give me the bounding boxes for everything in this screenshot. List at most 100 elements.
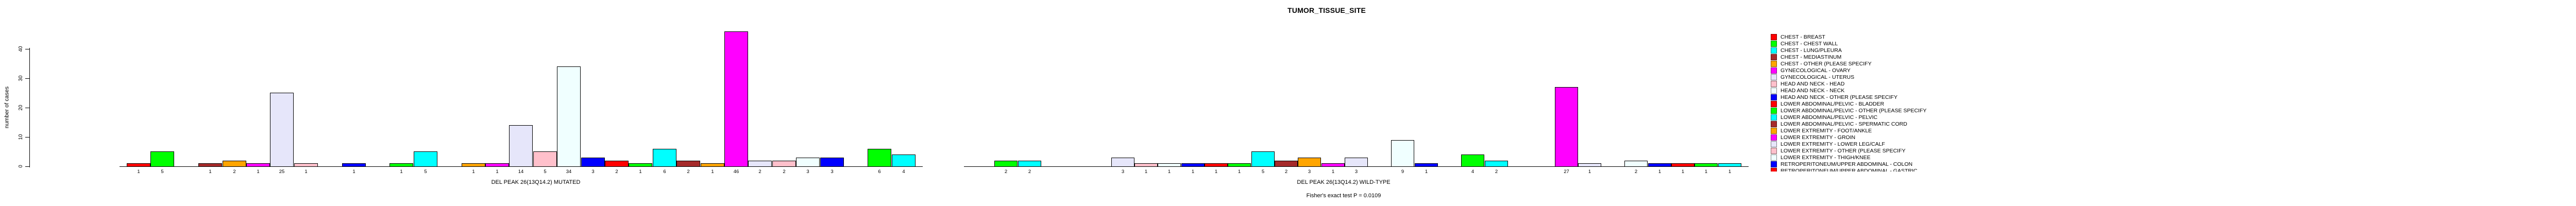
legend-swatch: [1771, 61, 1777, 67]
bar-value-label: 5: [424, 169, 427, 175]
bar: [509, 125, 533, 167]
bar: [772, 161, 796, 167]
legend-label: HEAD AND NECK - NECK: [1781, 88, 1845, 94]
legend-row: CHEST - OTHER (PLEASE SPECIFY: [1771, 61, 1992, 67]
legend-swatch: [1771, 88, 1777, 94]
bar-value-label: 1: [1588, 169, 1591, 175]
legend-row: LOWER ABDOMINAL/PELVIC - PELVIC: [1771, 114, 1992, 121]
legend-swatch: [1771, 94, 1777, 100]
bar-value-label: 1: [1191, 169, 1195, 175]
bar-value-label: 27: [1564, 169, 1569, 175]
bar-value-label: 3: [1354, 169, 1358, 175]
legend-swatch: [1771, 47, 1777, 54]
bar-value-label: 1: [1728, 169, 1732, 175]
legend-label: LOWER EXTREMITY - THIGH/KNEE: [1781, 154, 1871, 161]
legend-row: RETROPERITONEUM/UPPER ABDOMINAL - GASTRI…: [1771, 168, 1992, 171]
chart-title: TUMOR_TISSUE_SITE: [1287, 6, 1366, 14]
legend-label: CHEST - CHEST WALL: [1781, 41, 1838, 47]
bar: [223, 161, 246, 167]
bar-value-label: 1: [304, 169, 308, 175]
legend-label: CHEST - OTHER (PLEASE SPECIFY: [1781, 61, 1872, 67]
legend-row: HEAD AND NECK - OTHER (PLEASE SPECIFY: [1771, 94, 1992, 101]
bar: [1205, 163, 1228, 167]
bar-value-label: 2: [783, 169, 786, 175]
legend-label: GYNECOLOGICAL - OVARY: [1781, 67, 1851, 74]
bar: [246, 163, 270, 167]
bar-value-label: 1: [639, 169, 642, 175]
legend-row: LOWER EXTREMITY - LOWER LEG/CALF: [1771, 141, 1992, 148]
bar-value-label: 3: [831, 169, 834, 175]
bar-value-label: 34: [566, 169, 572, 175]
bar-value-label: 5: [544, 169, 547, 175]
legend-label: LOWER ABDOMINAL/PELVIC - BLADDER: [1781, 101, 1885, 107]
legend-swatch: [1771, 114, 1777, 121]
bar: [581, 158, 605, 167]
bar: [389, 163, 413, 167]
bar: [1321, 163, 1345, 167]
bar-value-label: 3: [1308, 169, 1311, 175]
fisher-test-note: Fisher's exact test P = 0.0109: [1306, 193, 1381, 199]
legend-row: LOWER ABDOMINAL/PELVIC - SPERMATIC CORD: [1771, 121, 1992, 128]
bar-value-label: 1: [400, 169, 403, 175]
y-tick-label: 30: [18, 75, 24, 81]
bar-value-label: 3: [806, 169, 809, 175]
legend-label: HEAD AND NECK - HEAD: [1781, 81, 1845, 87]
bar: [1251, 151, 1275, 167]
bar: [1485, 161, 1508, 167]
bar: [1111, 158, 1134, 167]
legend-row: RETROPERITONEUM/UPPER ABDOMINAL - COLON: [1771, 161, 1992, 168]
legend-label: RETROPERITONEUM/UPPER ABDOMINAL - COLON: [1781, 161, 1913, 167]
legend-label: LOWER EXTREMITY - GROIN: [1781, 134, 1856, 141]
legend-row: LOWER ABDOMINAL/PELVIC - OTHER (PLEASE S…: [1771, 108, 1992, 114]
bar: [198, 163, 222, 167]
legend-label: LOWER EXTREMITY - FOOT/ANKLE: [1781, 128, 1872, 134]
legend-label: CHEST - BREAST: [1781, 34, 1825, 40]
bar: [724, 31, 748, 167]
bar: [1578, 163, 1601, 167]
legend-row: LOWER EXTREMITY - OTHER (PLEASE SPECIFY: [1771, 148, 1992, 154]
legend-swatch: [1771, 67, 1777, 74]
y-axis-line: [29, 48, 30, 167]
legend-label: LOWER ABDOMINAL/PELVIC - SPERMATIC CORD: [1781, 121, 1907, 127]
bar: [1181, 163, 1205, 167]
bar: [342, 163, 366, 167]
bar: [485, 163, 509, 167]
x-label-mutated: DEL PEAK 26(13Q14.2) MUTATED: [491, 179, 581, 185]
bar: [270, 93, 294, 167]
legend-row: CHEST - LUNG/PLEURA: [1771, 47, 1992, 54]
legend-row: CHEST - MEDIASTINUM: [1771, 54, 1992, 61]
bar-value-label: 1: [1331, 169, 1335, 175]
bar-value-label: 25: [279, 169, 285, 175]
bar-value-label: 1: [1214, 169, 1218, 175]
bar: [796, 158, 820, 167]
bar: [414, 151, 437, 167]
bar-value-label: 2: [1028, 169, 1031, 175]
legend-label: LOWER ABDOMINAL/PELVIC - OTHER (PLEASE S…: [1781, 108, 1927, 114]
bar: [629, 163, 652, 167]
legend-swatch: [1771, 41, 1777, 47]
bar-value-label: 1: [257, 169, 260, 175]
legend-row: HEAD AND NECK - NECK: [1771, 88, 1992, 94]
bar: [1555, 87, 1578, 167]
bar-value-label: 46: [733, 169, 739, 175]
bar: [1391, 140, 1414, 167]
bar: [820, 158, 844, 167]
legend: CHEST - BREAST CHEST - CHEST WALL CHEST - …: [1771, 31, 1992, 171]
bar: [557, 66, 581, 167]
bar-value-label: 2: [615, 169, 618, 175]
bar: [1228, 163, 1251, 167]
legend-swatch: [1771, 148, 1777, 154]
bar-value-label: 1: [472, 169, 475, 175]
bar: [1134, 163, 1158, 167]
legend-swatch: [1771, 54, 1777, 60]
bar-value-label: 1: [1167, 169, 1171, 175]
bar: [994, 161, 1018, 167]
bar: [653, 149, 676, 167]
bar: [1718, 163, 1741, 167]
bar: [1275, 161, 1298, 167]
y-tick-mark: [25, 166, 29, 167]
legend-swatch: [1771, 108, 1777, 114]
bar-value-label: 1: [1681, 169, 1685, 175]
bar: [748, 161, 772, 167]
bar-value-label: 1: [137, 169, 140, 175]
